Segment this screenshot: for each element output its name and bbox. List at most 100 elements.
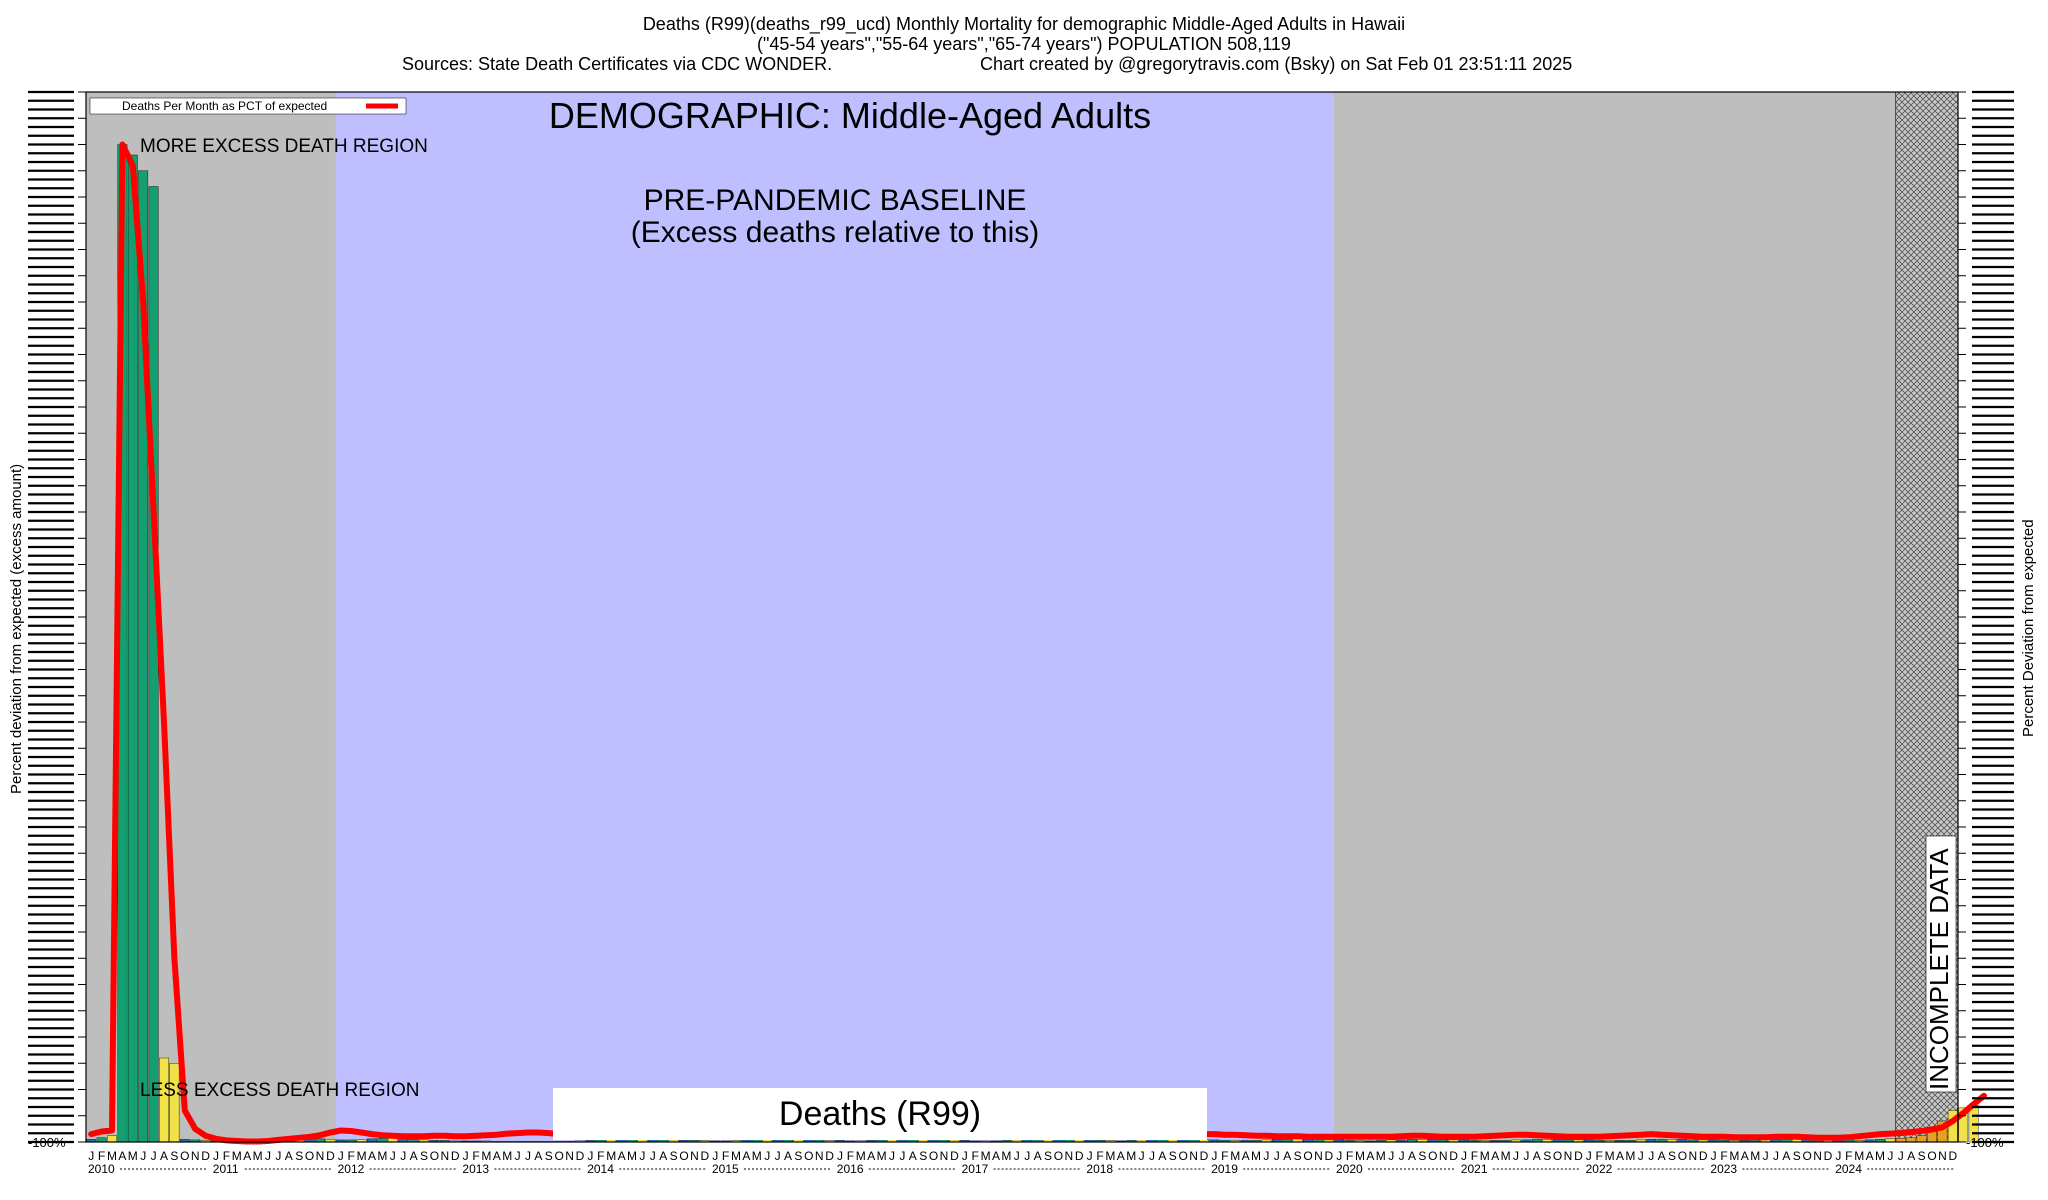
month-tick-label: A — [368, 1149, 376, 1163]
month-tick-label: O — [305, 1149, 314, 1163]
month-tick-label: O — [1303, 1149, 1312, 1163]
month-tick-label: D — [451, 1149, 460, 1163]
legend-box — [89, 97, 407, 115]
month-tick-label: J — [88, 1149, 94, 1163]
bar — [1927, 1131, 1937, 1143]
month-tick-label: J — [275, 1149, 281, 1163]
month-tick-label: J — [650, 1149, 656, 1163]
month-tick-label: O — [1553, 1149, 1562, 1163]
year-tick-label: 2020 — [1336, 1162, 1363, 1176]
month-tick-label: J — [140, 1149, 146, 1163]
bottom-title: Deaths (R99) — [779, 1095, 981, 1133]
month-tick-label: F — [722, 1149, 729, 1163]
month-tick-label: F — [1720, 1149, 1727, 1163]
month-tick-label: N — [316, 1149, 325, 1163]
month-tick-label: F — [1471, 1149, 1478, 1163]
month-tick-label: J — [775, 1149, 781, 1163]
month-tick-label: J — [265, 1149, 271, 1163]
month-tick-label: M — [1729, 1149, 1739, 1163]
year-tick-label: 2013 — [462, 1162, 489, 1176]
y-axis-label-left: Percent deviation from expected (excess … — [8, 463, 25, 794]
month-tick-label: O — [1179, 1149, 1188, 1163]
month-tick-label: D — [1948, 1149, 1957, 1163]
month-tick-label: M — [1875, 1149, 1885, 1163]
month-tick-label: M — [1750, 1149, 1760, 1163]
month-tick-label: A — [1158, 1149, 1166, 1163]
month-tick-label: J — [899, 1149, 905, 1163]
month-tick-label: N — [1064, 1149, 1073, 1163]
month-tick-label: N — [1564, 1149, 1573, 1163]
month-tick-label: M — [107, 1149, 117, 1163]
month-tick-label: N — [940, 1149, 949, 1163]
month-tick-label: A — [1117, 1149, 1125, 1163]
legend-label: Deaths Per Month as PCT of expected — [122, 99, 327, 113]
less-excess-label: LESS EXCESS DEATH REGION — [140, 1080, 419, 1101]
month-tick-label: M — [1501, 1149, 1511, 1163]
year-tick-label: 2021 — [1461, 1162, 1488, 1176]
month-tick-label: A — [992, 1149, 1000, 1163]
month-tick-label: J — [764, 1149, 770, 1163]
month-tick-label: O — [1927, 1149, 1936, 1163]
month-tick-label: M — [357, 1149, 367, 1163]
month-tick-label: F — [1596, 1149, 1603, 1163]
baseline-label-line2: (Excess deaths relative to this) — [631, 216, 1040, 249]
month-tick-label: M — [752, 1149, 762, 1163]
more-excess-label: MORE EXCESS DEATH REGION — [140, 136, 428, 157]
year-tick-label: 2018 — [1086, 1162, 1113, 1176]
month-tick-label: S — [170, 1149, 178, 1163]
month-tick-label: J — [1523, 1149, 1529, 1163]
month-tick-label: J — [1087, 1149, 1093, 1163]
month-tick-label: J — [1835, 1149, 1841, 1163]
month-tick-label: M — [1251, 1149, 1261, 1163]
month-tick-label: M — [856, 1149, 866, 1163]
month-tick-label: D — [1824, 1149, 1833, 1163]
month-tick-label: J — [1898, 1149, 1904, 1163]
month-tick-label: N — [1314, 1149, 1323, 1163]
year-tick-label: 2015 — [712, 1162, 739, 1176]
month-tick-label: D — [700, 1149, 709, 1163]
month-tick-label: J — [837, 1149, 843, 1163]
month-tick-label: M — [981, 1149, 991, 1163]
month-tick-label: A — [1658, 1149, 1666, 1163]
month-tick-label: M — [1854, 1149, 1864, 1163]
month-tick-label: M — [1105, 1149, 1115, 1163]
month-tick-label: A — [1616, 1149, 1624, 1163]
month-tick-label: J — [1014, 1149, 1020, 1163]
month-tick-label: J — [587, 1149, 593, 1163]
bar — [148, 186, 159, 1143]
month-tick-label: F — [1346, 1149, 1353, 1163]
month-tick-label: M — [1230, 1149, 1240, 1163]
month-tick-label: M — [253, 1149, 263, 1163]
month-tick-label: J — [1461, 1149, 1467, 1163]
month-tick-label: J — [639, 1149, 645, 1163]
month-tick-label: F — [472, 1149, 479, 1163]
baseline-label-line1: PRE-PANDEMIC BASELINE — [644, 184, 1027, 217]
month-tick-label: J — [400, 1149, 406, 1163]
month-tick-label: M — [1480, 1149, 1490, 1163]
month-tick-label: F — [972, 1149, 979, 1163]
month-tick-label: M — [128, 1149, 138, 1163]
month-tick-label: O — [1054, 1149, 1063, 1163]
chart-credit-text: Chart created by @gregorytravis.com (Bsk… — [980, 54, 1573, 74]
month-tick-label: D — [950, 1149, 959, 1163]
month-tick-label: J — [463, 1149, 469, 1163]
month-tick-label: A — [659, 1149, 667, 1163]
month-tick-label: D — [201, 1149, 210, 1163]
month-tick-label: J — [1139, 1149, 1145, 1163]
month-tick-label: A — [1907, 1149, 1915, 1163]
chart-title-line1: Deaths (R99)(deaths_r99_ucd) Monthly Mor… — [642, 14, 1406, 34]
month-tick-label: A — [1782, 1149, 1790, 1163]
month-tick-label: O — [1678, 1149, 1687, 1163]
month-tick-label: N — [1688, 1149, 1697, 1163]
month-tick-label: J — [1149, 1149, 1155, 1163]
month-tick-label: M — [481, 1149, 491, 1163]
incomplete-data-label: INCOMPLETE DATA — [1924, 848, 1954, 1090]
year-tick-label: 2016 — [837, 1162, 864, 1176]
sources-text: Sources: State Death Certificates via CD… — [402, 54, 833, 74]
month-tick-label: J — [1399, 1149, 1405, 1163]
month-tick-label: N — [690, 1149, 699, 1163]
month-tick-label: N — [815, 1149, 824, 1163]
month-tick-label: N — [1813, 1149, 1822, 1163]
month-tick-label: S — [1793, 1149, 1801, 1163]
month-tick-label: F — [1096, 1149, 1103, 1163]
